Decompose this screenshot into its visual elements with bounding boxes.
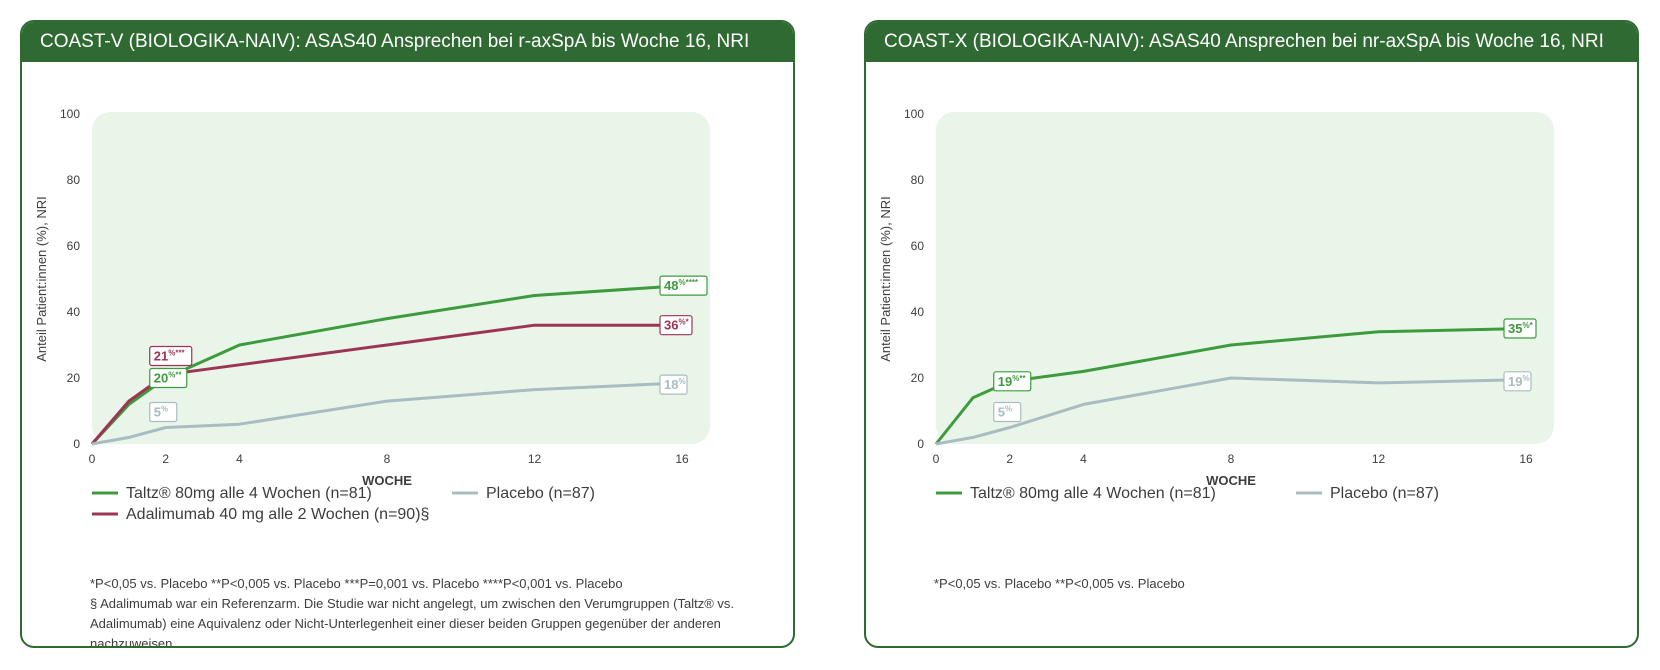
- y-tick-label: 100: [60, 107, 80, 121]
- x-axis-label: WOCHE: [362, 473, 412, 488]
- chart-title: COAST-V (BIOLOGIKA-NAIV): ASAS40 Ansprec…: [22, 22, 793, 62]
- y-tick-label: 0: [73, 437, 80, 451]
- data-label: 19%**: [993, 371, 1032, 392]
- chart-panel-coast-x: COAST-X (BIOLOGIKA-NAIV): ASAS40 Ansprec…: [864, 20, 1639, 648]
- data-label: 5%: [993, 401, 1022, 423]
- y-tick-label: 100: [904, 107, 924, 121]
- legend-entry: Placebo (n=87): [486, 485, 595, 502]
- y-tick-label: 20: [67, 371, 81, 385]
- x-tick-label: 12: [1372, 452, 1386, 466]
- data-label-box: [1503, 318, 1537, 339]
- y-tick-label: 80: [911, 173, 925, 187]
- y-tick-label: 40: [67, 305, 81, 319]
- data-label-sup: %**: [168, 371, 182, 380]
- plot-area: [936, 112, 1554, 444]
- x-tick-label: 8: [1228, 452, 1235, 466]
- data-label-sup: %*: [1522, 321, 1533, 330]
- x-tick-label: 16: [675, 452, 689, 466]
- y-tick-label: 80: [67, 173, 81, 187]
- series-line: [934, 327, 1527, 445]
- footnote-significance: *P<0,05 vs. Placebo **P<0,005 vs. Placeb…: [90, 576, 623, 591]
- x-tick-label: 0: [89, 452, 96, 466]
- data-label-box: [149, 345, 193, 367]
- data-label: 36%*: [659, 315, 693, 336]
- chart-panel-coast-v: COAST-V (BIOLOGIKA-NAIV): ASAS40 Ansprec…: [20, 20, 795, 648]
- x-tick-label: 4: [236, 452, 243, 466]
- y-tick-label: 20: [911, 371, 925, 385]
- series-line: [90, 323, 682, 445]
- footnotes: *P<0,05 vs. Placebo **P<0,005 vs. Placeb…: [934, 574, 1624, 594]
- data-label-box: [993, 371, 1032, 392]
- data-label-box: [659, 315, 693, 336]
- data-label: 20%**: [149, 367, 188, 389]
- x-tick-label: 16: [1519, 452, 1533, 466]
- legend-entry: Adalimumab 40 mg alle 2 Wochen (n=90)§: [126, 506, 429, 523]
- data-label-sup: %***: [168, 349, 185, 358]
- data-label-box: [1503, 371, 1532, 392]
- line-chart-coast-v: 0 20 40 60 80 100 0 2 4 8 12 16 WOCHE Anteil Patient:…: [34, 107, 710, 523]
- footnotes: *P<0,05 vs. Placebo **P<0,005 vs. Placeb…: [90, 574, 780, 648]
- x-tick-label: 8: [384, 452, 391, 466]
- series-line: [91, 381, 683, 446]
- data-label: 35%*: [1503, 318, 1537, 339]
- y-axis-label: Anteil Patient:innen (%), NRI: [34, 196, 49, 361]
- data-label-box: [149, 367, 188, 389]
- x-axis-label: WOCHE: [1206, 473, 1256, 488]
- data-label: 21%***: [149, 345, 193, 367]
- footnote-adalimumab: § Adalimumab war ein Referenzarm. Die St…: [90, 596, 735, 648]
- y-tick-label: 40: [911, 305, 925, 319]
- data-label-box: [659, 374, 688, 395]
- x-tick-label: 0: [933, 452, 940, 466]
- legend-entry: Taltz® 80mg alle 4 Wochen (n=81): [970, 485, 1216, 502]
- y-tick-label: 0: [917, 437, 924, 451]
- data-label-sup: %**: [1012, 374, 1026, 383]
- x-tick-label: 2: [1006, 452, 1013, 466]
- y-tick-label: 60: [67, 239, 81, 253]
- series-line: [935, 376, 1527, 446]
- y-axis-label: Anteil Patient:innen (%), NRI: [878, 196, 893, 361]
- footnote-significance: *P<0,05 vs. Placebo **P<0,005 vs. Placeb…: [934, 576, 1185, 591]
- line-chart-coast-x: 0 20 40 60 80 100 0 2 4 8 12 16 WOCHE Anteil Patient:…: [878, 107, 1554, 502]
- data-label-box: [149, 401, 178, 423]
- data-label-sup: %*: [678, 318, 689, 327]
- data-label-sup: %****: [678, 278, 698, 287]
- data-label: 19%: [1503, 371, 1532, 392]
- data-label: 48%****: [659, 275, 708, 296]
- data-label: 18%: [659, 374, 688, 395]
- data-label-box: [993, 401, 1022, 423]
- series-line: [90, 284, 683, 446]
- chart-title: COAST-X (BIOLOGIKA-NAIV): ASAS40 Ansprec…: [866, 22, 1637, 62]
- data-label-sup: %: [1522, 374, 1529, 383]
- x-tick-label: 2: [162, 452, 169, 466]
- x-tick-label: 4: [1080, 452, 1087, 466]
- data-label: 5%: [149, 401, 178, 423]
- plot-area: [92, 112, 710, 444]
- legend-entry: Taltz® 80mg alle 4 Wochen (n=81): [126, 485, 372, 502]
- data-label-sup: %: [161, 405, 168, 414]
- data-label-sup: %: [678, 377, 685, 386]
- data-label-box: [659, 275, 708, 296]
- x-tick-label: 12: [528, 452, 542, 466]
- y-tick-label: 60: [911, 239, 925, 253]
- data-label-sup: %: [1005, 405, 1012, 414]
- legend-entry: Placebo (n=87): [1330, 485, 1439, 502]
